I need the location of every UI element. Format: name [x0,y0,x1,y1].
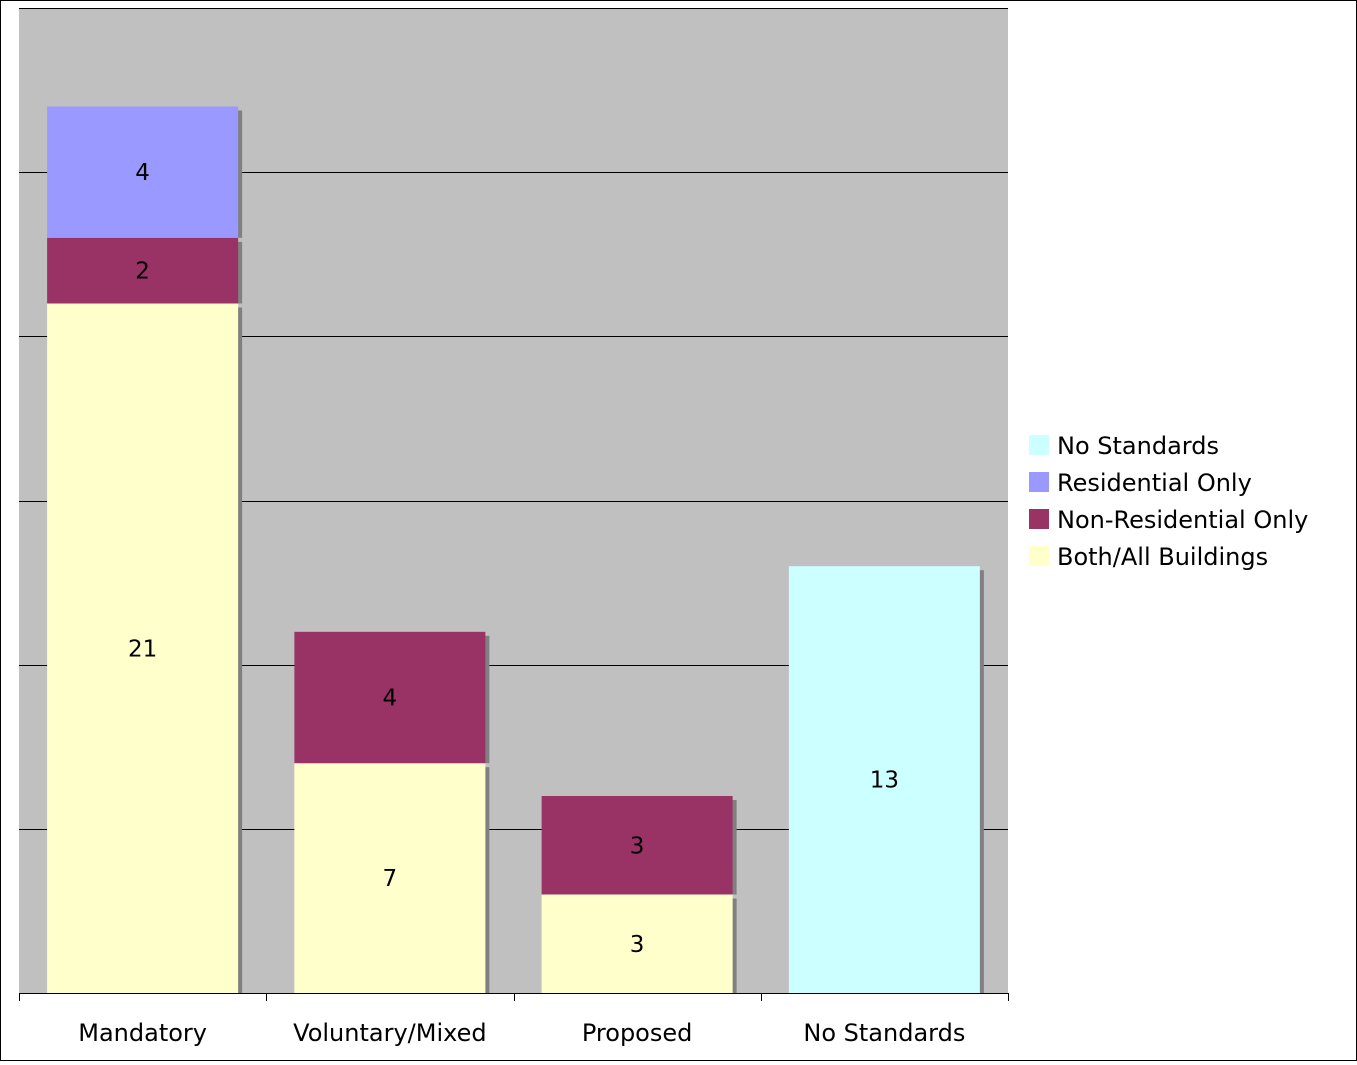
data-label: 21 [128,636,157,662]
bar-segment [47,237,239,304]
x-tick-label: No Standards [803,1019,965,1047]
bar-voluntary-mixed-non-residential-only: 4 [294,631,490,764]
bar-segment [47,303,239,993]
legend-swatch [1029,472,1049,492]
legend: No Standards Residential Only Non-Resident… [1029,432,1308,571]
legend-item-residential-only: Residential Only [1029,469,1252,497]
legend-label: No Standards [1057,432,1219,460]
bar-segment [541,796,733,895]
data-label: 13 [870,768,899,794]
bar-proposed-non-residential-only: 3 [541,796,737,895]
bar-mandatory-residential-only: 4 [47,106,243,238]
data-label: 2 [135,259,150,285]
x-tick-label: Mandatory [78,1019,207,1047]
bar-proposed-both-all-buildings: 3 [541,894,737,993]
bar-mandatory-both-all-buildings: 21 [47,303,243,993]
bar-segment [788,566,980,993]
bar-segment [47,106,239,238]
data-label: 7 [383,866,398,892]
legend-label: Non-Residential Only [1057,506,1308,534]
data-label: 4 [135,160,150,186]
bar-no-standards-no-standards: 13 [788,566,984,993]
bar-mandatory-non-residential-only: 2 [47,237,243,304]
legend-label: Both/All Buildings [1057,543,1268,571]
legend-swatch [1029,546,1049,566]
bars: 21 2 4 7 4 3 3 13 [47,106,984,993]
bar-voluntary-mixed-both-all-buildings: 7 [294,763,490,993]
legend-swatch [1029,435,1049,455]
legend-swatch [1029,509,1049,529]
bar-segment [294,763,486,993]
bar-segment [294,631,486,764]
data-label: 3 [630,833,645,859]
x-tick-label: Voluntary/Mixed [293,1019,486,1047]
legend-item-both-all-buildings: Both/All Buildings [1029,543,1268,571]
bar-segment [541,894,733,993]
data-label: 4 [383,686,398,712]
legend-item-non-residential-only: Non-Residential Only [1029,506,1308,534]
legend-item-no-standards: No Standards [1029,432,1219,460]
x-tick-label: Proposed [582,1019,693,1047]
legend-label: Residential Only [1057,469,1252,497]
x-axis: Mandatory Voluntary/Mixed Proposed No Stand… [19,993,1009,1047]
data-label: 3 [630,932,645,958]
